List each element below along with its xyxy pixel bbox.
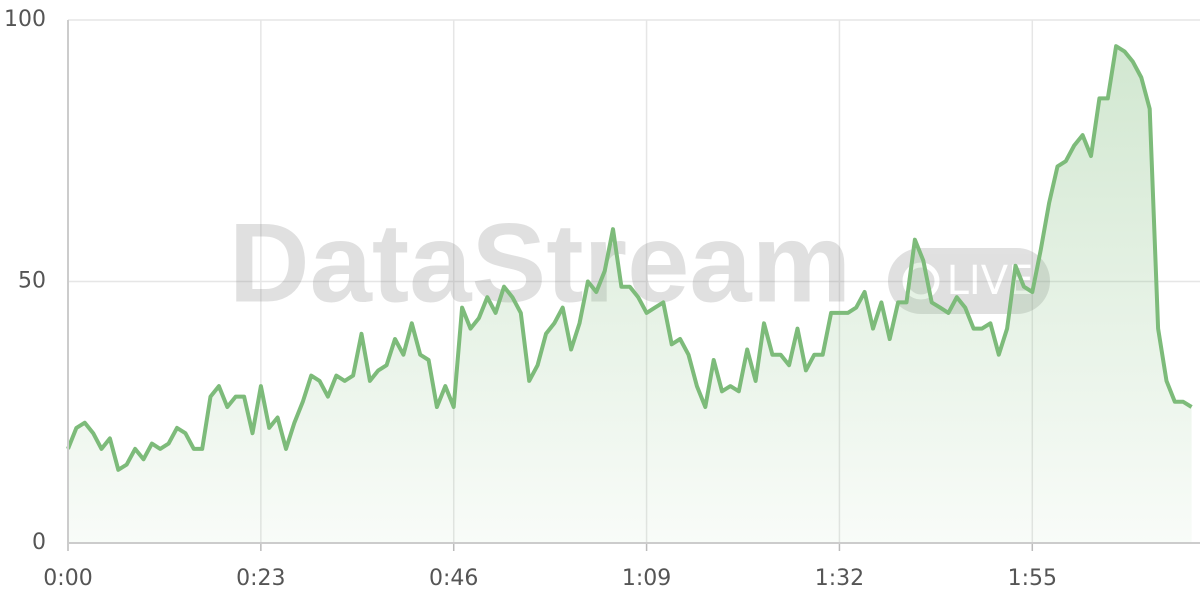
x-tick-label: 0:23 [236,566,285,591]
y-tick-label: 0 [32,530,46,555]
x-tick-label: 1:09 [622,566,671,591]
x-tick-label: 0:00 [43,566,92,591]
x-tick-label: 1:55 [1008,566,1057,591]
area [68,46,1192,543]
watermark-text: DataStream [229,201,852,326]
x-tick-label: 0:46 [429,566,478,591]
x-tick-label: 1:32 [815,566,864,591]
plot [66,44,1193,543]
line [66,44,1193,472]
y-tick-label: 50 [18,269,46,294]
y-tick-label: 100 [4,7,46,32]
